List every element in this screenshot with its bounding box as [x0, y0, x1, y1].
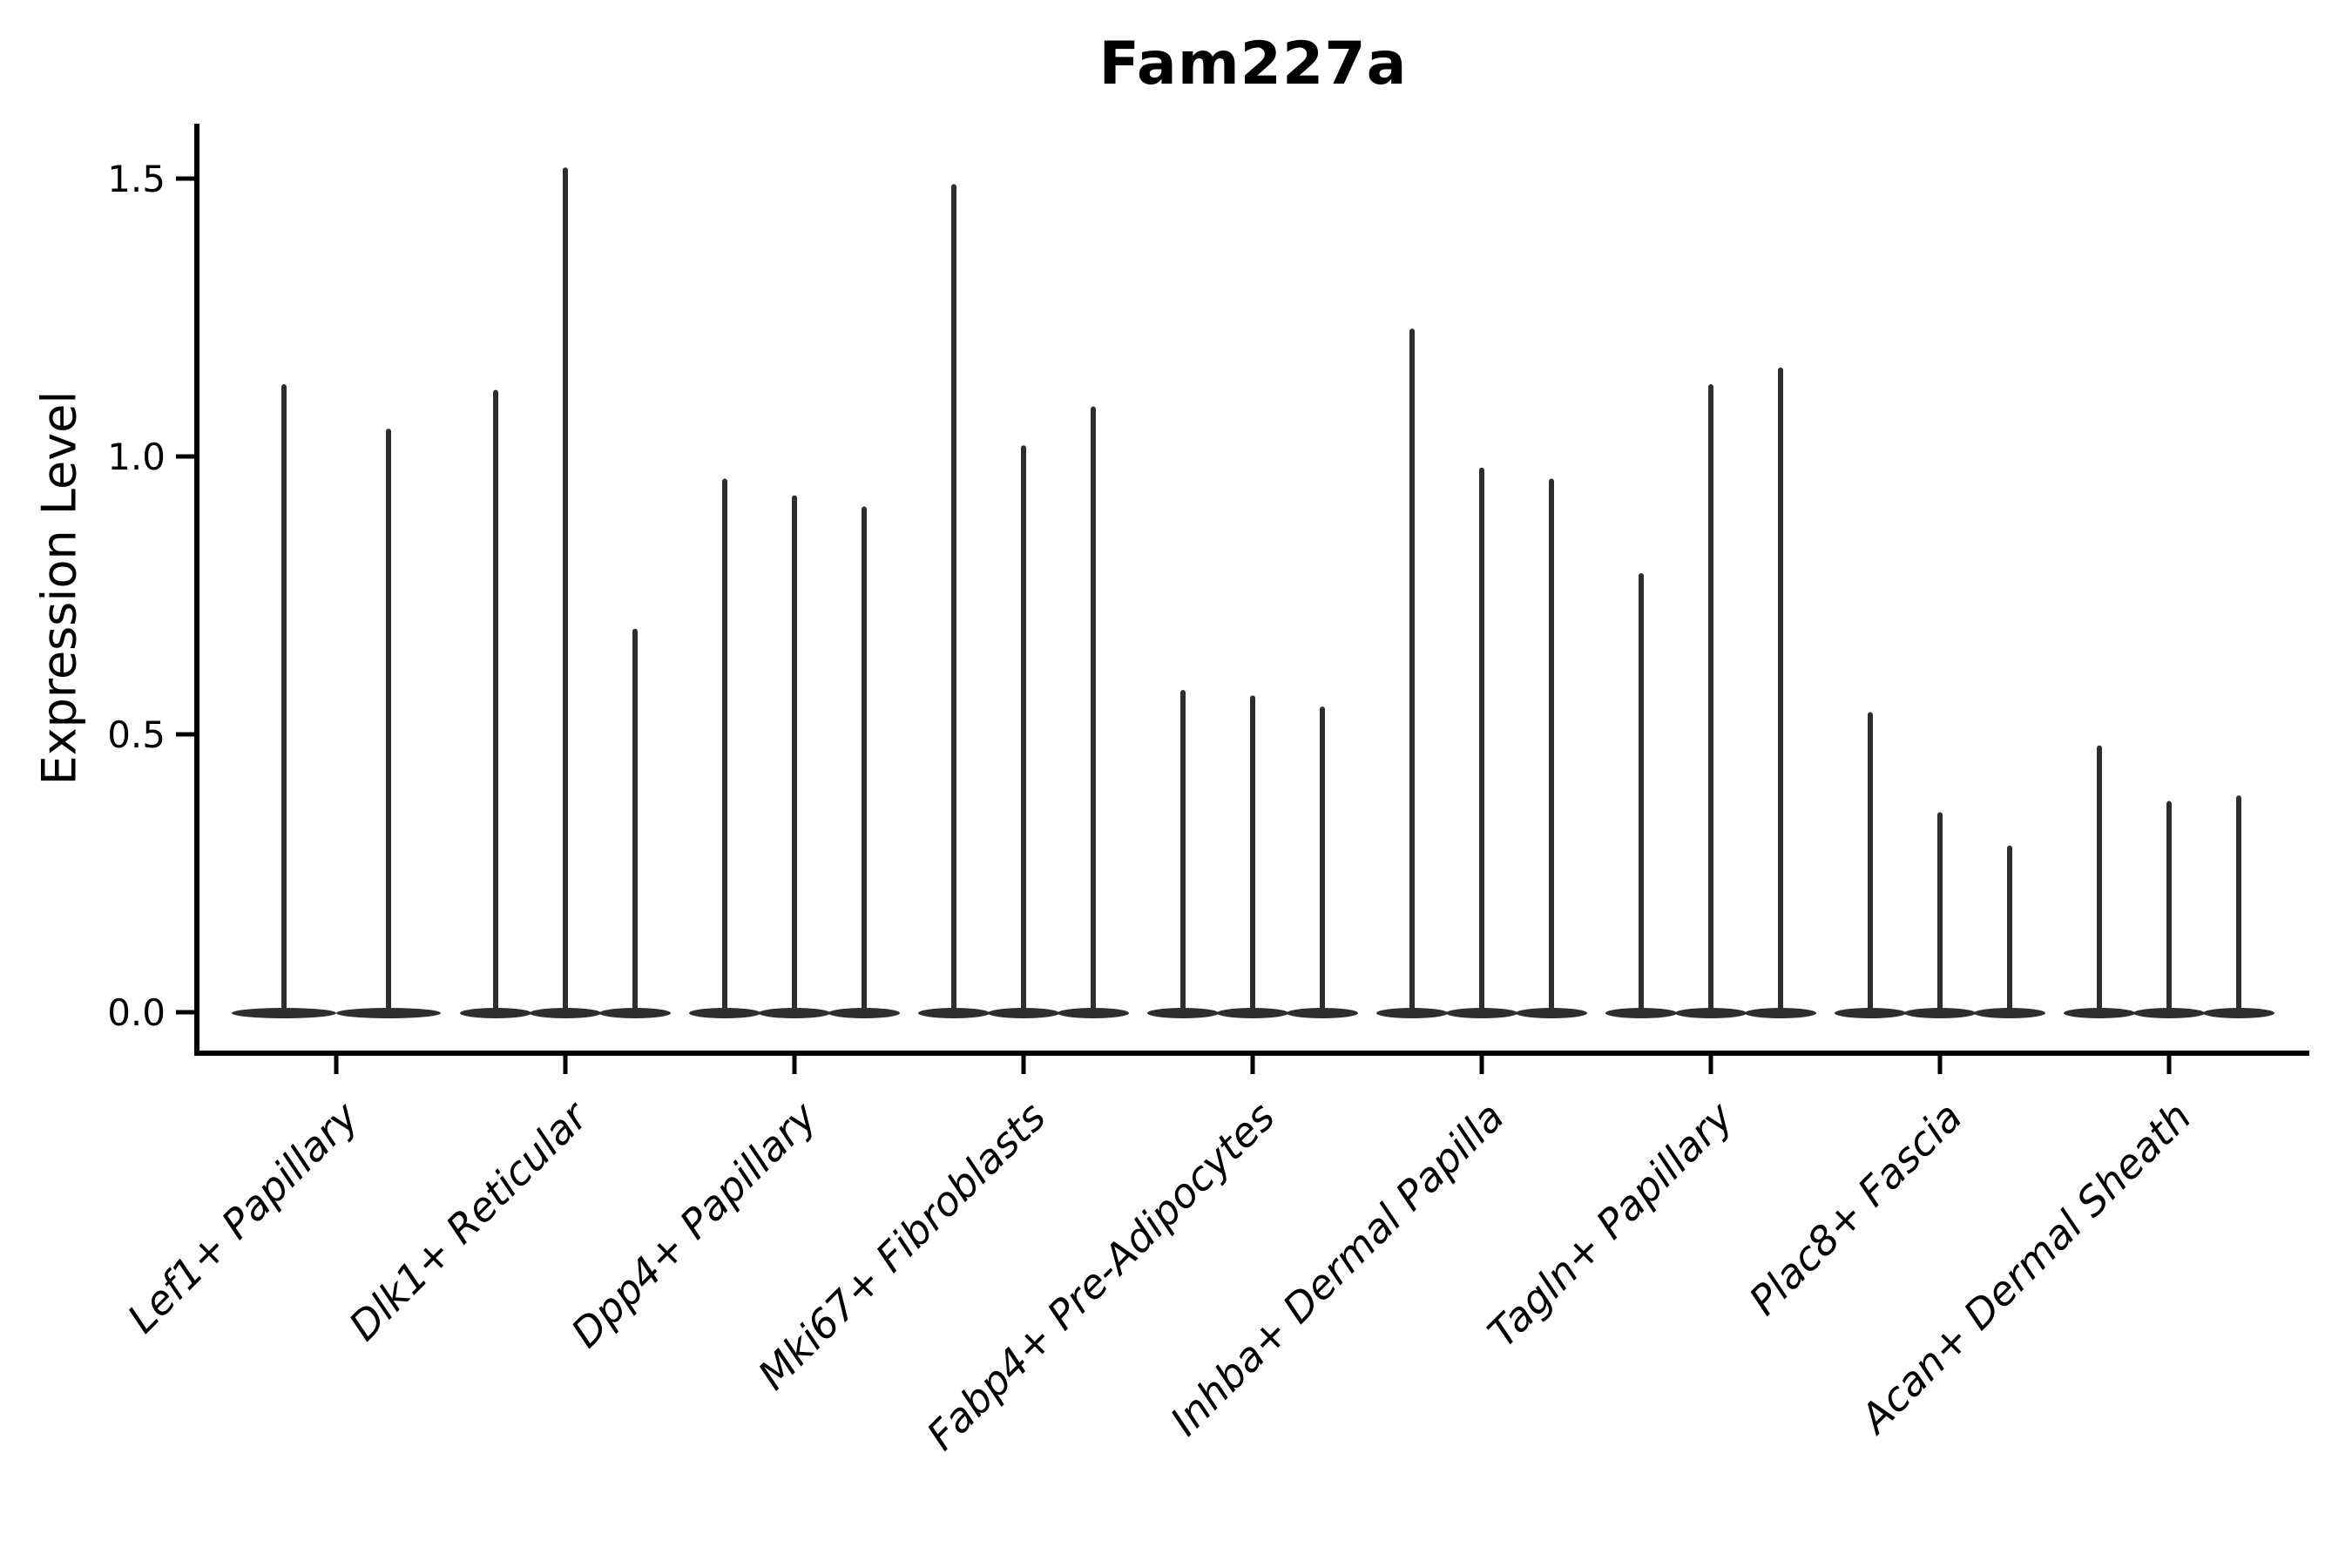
- chart-title: Fam227a: [1098, 30, 1408, 98]
- x-tick-label: Dlk1+ Reticular: [340, 1091, 598, 1349]
- y-tick-label: 0.5: [107, 713, 166, 756]
- x-tick-label: Lef1+ Papillary: [118, 1092, 368, 1342]
- x-tick-label: Tagln+ Papillary: [1478, 1092, 1742, 1356]
- x-tick-label: Plac8+ Fascia: [1740, 1093, 1970, 1324]
- x-tick-label: Dpp4+ Papillary: [562, 1092, 826, 1356]
- y-tick-label: 1.0: [107, 436, 166, 478]
- y-tick-label: 1.5: [107, 158, 166, 200]
- y-tick-label: 0.0: [107, 991, 166, 1034]
